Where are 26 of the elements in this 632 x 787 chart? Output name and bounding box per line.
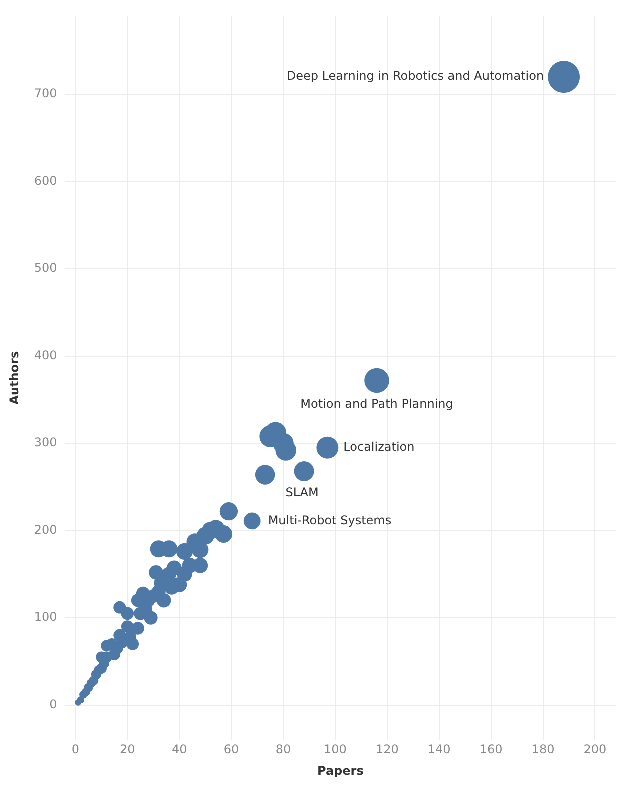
x-tick-label: 140 [428, 742, 451, 757]
x-axis-title: Papers [317, 764, 364, 778]
x-tick-label: 160 [480, 742, 503, 757]
annotation: Multi-Robot Systems [268, 513, 392, 528]
x-tick-label: 0 [72, 742, 80, 757]
x-tick-label: 200 [584, 742, 607, 757]
x-tick-label: 60 [224, 742, 240, 757]
annotation: SLAM [286, 486, 319, 500]
y-tick-label: 300 [34, 436, 58, 450]
annotation: Localization [344, 440, 415, 454]
y-tick-label: 200 [34, 522, 58, 537]
y-tick-label: 400 [34, 348, 58, 362]
y-tick-label: 0 [50, 697, 58, 712]
y-tick-label: 500 [34, 261, 58, 276]
x-tick-label: 80 [276, 742, 292, 757]
x-tick-label: 100 [324, 742, 347, 757]
y-tick-label: 100 [34, 610, 58, 624]
x-tick-label: 180 [532, 742, 555, 757]
y-tick-label: 600 [34, 174, 58, 188]
y-tick-label: 700 [34, 86, 58, 101]
annotation: Motion and Path Planning [300, 396, 454, 411]
annotation: Deep Learning in Robotics and Automation [286, 69, 544, 84]
y-axis-title: Authors [7, 351, 22, 405]
x-tick-label: 120 [376, 742, 399, 757]
x-tick-label: 40 [172, 742, 188, 757]
x-tick-label: 20 [120, 742, 136, 757]
